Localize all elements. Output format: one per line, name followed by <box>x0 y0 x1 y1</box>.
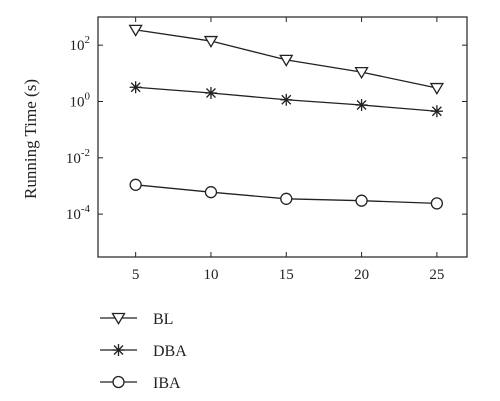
circle-marker <box>129 178 142 191</box>
data-point-dba <box>280 93 293 106</box>
data-point-bl <box>354 67 369 80</box>
asterisk-stroke <box>356 100 367 110</box>
legend-item-bl: BL <box>100 311 173 328</box>
y-tick-label: 10-4 <box>66 203 91 223</box>
circle-marker <box>112 375 125 389</box>
x-tick-label: 25 <box>429 267 444 283</box>
x-tick-label: 10 <box>203 267 218 283</box>
legend-label-dba: DBA <box>153 343 187 360</box>
legend-label-iba: IBA <box>153 375 181 392</box>
data-point-iba <box>430 197 444 210</box>
data-point-iba <box>204 186 218 199</box>
data-point-dba <box>355 98 368 111</box>
legend-item-iba: IBA <box>100 375 181 392</box>
data-point-dba <box>430 105 443 118</box>
asterisk-stroke <box>130 82 141 93</box>
asterisk-stroke <box>205 88 216 98</box>
triangle-marker <box>111 312 126 325</box>
circle-marker <box>204 186 218 199</box>
data-point-iba <box>280 192 293 205</box>
data-point-bl <box>203 35 219 49</box>
asterisk-stroke <box>281 94 292 105</box>
triangle-marker <box>279 54 294 67</box>
data-point-dba <box>129 81 142 94</box>
plot-area: 5 10 15 20 25 102 100 10-2 10-4 <box>66 16 468 283</box>
x-tick-label: 15 <box>279 267 294 283</box>
triangle-marker <box>429 82 445 96</box>
y-axis-title: Running Time (s) <box>21 79 40 199</box>
y-tick-label: 102 <box>70 34 91 54</box>
legend-label-bl: BL <box>153 311 173 328</box>
y-tick-label: 10-2 <box>66 147 90 167</box>
data-point-bl <box>429 82 445 96</box>
triangle-marker <box>203 35 219 49</box>
data-point-bl <box>128 24 143 37</box>
legend: BL DBA IBA <box>100 311 187 392</box>
circle-marker <box>280 192 293 205</box>
triangle-marker <box>354 67 369 80</box>
asterisk-stroke <box>431 106 442 117</box>
data-point-iba <box>355 194 368 207</box>
data-point-bl <box>279 54 294 67</box>
y-tick-label: 100 <box>70 90 91 110</box>
legend-marker-bl <box>111 312 126 325</box>
plot-frame <box>97 16 468 258</box>
x-tick-label: 5 <box>132 267 140 283</box>
legend-marker-iba <box>112 375 125 389</box>
data-point-iba <box>129 178 142 191</box>
legend-marker-dba <box>112 344 125 356</box>
triangle-marker <box>128 24 143 37</box>
circle-marker <box>430 197 444 210</box>
circle-marker <box>355 194 368 207</box>
asterisk-stroke <box>113 345 124 355</box>
x-tick-label: 20 <box>354 267 369 283</box>
legend-item-dba: DBA <box>100 343 187 360</box>
data-point-dba <box>204 87 217 100</box>
